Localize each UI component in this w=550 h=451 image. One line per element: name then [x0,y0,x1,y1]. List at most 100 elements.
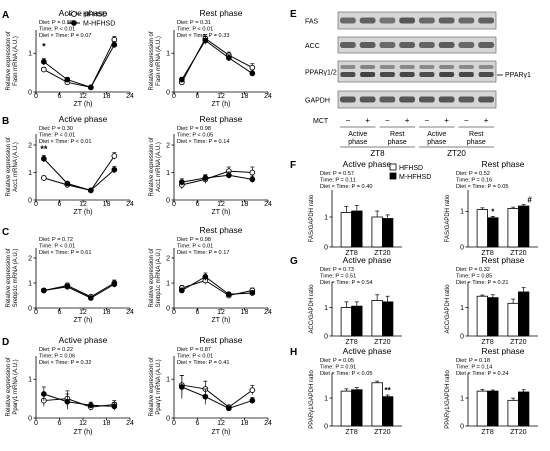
bar [507,399,519,427]
blot-band [419,72,435,77]
stat-text: Diet: P = 0.87 [177,347,211,353]
data-point [111,41,118,48]
y-tick-label: 0 [28,89,32,96]
bar [351,389,363,427]
panel-letter: H [290,347,297,358]
western-blot: E FAS ACC PPARγ1/2 GAPDH PPARγ1 MCT − + − + − + − + Act… [290,9,531,158]
blot-band [379,42,396,48]
y-tick-label: 0 [324,423,328,430]
x-tick-label: 24 [126,201,134,208]
y-axis-label-line: Relative expression of [6,357,12,416]
chart-title: Rest phase [482,159,525,169]
x-tick-label: 12 [79,309,87,316]
x-tick-label: 24 [264,309,272,316]
y-axis-label: Relative expression ofAcc1 mRNA (A.U.) [149,137,162,196]
y-axis-label-line: Acc1 mRNA (A.U.) [156,142,162,192]
x-axis-label: ZT (h) [74,317,93,324]
y-tick-label: 0 [166,89,170,96]
blot-band [439,65,455,69]
y-axis-label-line: Pparγ1 mRNA (A.U.) [156,359,162,414]
blot-band [399,96,416,103]
blot-band [458,65,474,69]
data-point [202,393,209,400]
y-tick-label: 1 [166,170,170,177]
significance-mark: ** [40,144,48,154]
mct-sign: + [365,116,370,125]
x-tick-label: 18 [241,420,249,427]
stat-text: Time: P = 0.06 [39,354,75,360]
y-axis-label: Relative expression ofFasn mRNA (A.U.) [149,31,162,90]
data-point [249,70,256,77]
x-axis-label: ZT (h) [74,101,93,108]
y-tick-label: 0 [166,197,170,204]
x-tick-label: 24 [264,420,272,427]
mct-sign: − [425,116,430,125]
series-line [181,386,253,409]
x-tick-label: 0 [172,93,176,100]
stat-text: Time: P = 0.14 [456,365,492,371]
y-axis-label-line: Relative expression of [6,248,12,307]
bar [381,396,394,427]
chart-title: Rest phase [482,346,525,356]
x-tick-label: 6 [196,420,200,427]
y-axis-label: FAS/GAPDH ratio [309,194,315,242]
data-point [40,66,47,73]
data-point [178,287,185,294]
y-tick-label: 0 [166,415,170,422]
x-tick-label: 0 [34,93,38,100]
phase-label: Rest phase [467,131,486,146]
stat-text: Diet × Time: P = 0.07 [39,33,91,39]
data-point [225,172,232,179]
series-line [43,39,115,88]
mct-sign: − [464,116,469,125]
phase-label-line: phase [467,139,486,146]
data-point [111,166,118,173]
significance-mark: # [527,196,532,205]
x-tick-label: ZT8 [345,429,358,436]
zt-label: ZT20 [447,149,466,158]
data-point [64,76,71,83]
series-line [181,384,253,408]
x-tick-label: 12 [79,201,87,208]
stat-text: Diet × Time: P = 0.05 [456,184,508,190]
blot-side-label: PPARγ1 [505,72,531,79]
blot-band [360,65,376,69]
data-point [225,405,232,412]
legend-swatch [389,163,397,171]
phase-label-line: Rest [469,131,483,138]
y-tick-label: 2 [28,255,32,262]
bar [371,382,383,427]
data-point [178,76,185,83]
y-axis-label-line: Relative expression of [6,137,12,196]
stat-text: Diet × Time: P = 0.17 [177,250,229,256]
y-tick-label: 2 [166,255,170,262]
series-line [43,44,115,88]
x-tick-label: ZT8 [481,429,494,436]
blot-band [458,42,475,48]
chart-title: Rest phase [200,335,243,345]
y-tick-label: 0 [324,333,328,340]
bar [340,390,353,427]
series-line [181,170,253,186]
blot-band [418,96,435,103]
series-line [43,158,115,191]
significance-mark: ** [385,386,392,395]
data-point [249,397,256,404]
blot-strip [337,90,497,109]
y-tick-label: 1 [28,280,32,287]
y-tick-label: 1 [460,395,464,402]
bar [476,295,489,337]
mct-sign: + [484,116,489,125]
stat-text: Time: P < 0.01 [177,354,213,360]
bar [371,216,383,248]
y-tick-label: 1 [324,305,328,312]
x-tick-label: 6 [58,420,62,427]
y-axis-label-line: Pparγ1 mRNA (A.U.) [13,359,19,414]
x-tick-label: 12 [217,309,225,316]
stat-text: Time: P = 0.16 [456,178,492,184]
panel-letter: E [290,9,297,20]
x-tick-label: 0 [172,420,176,427]
